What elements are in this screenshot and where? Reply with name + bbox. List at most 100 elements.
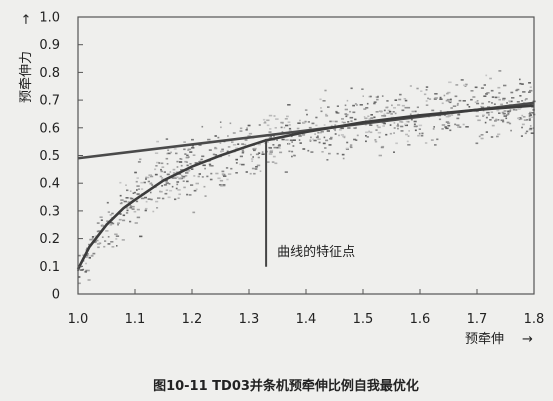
scatter-point	[144, 196, 147, 199]
scatter-point	[378, 154, 382, 157]
scatter-point	[508, 122, 512, 125]
scatter-point	[496, 109, 500, 112]
scatter-point	[243, 143, 247, 146]
scatter-point	[369, 95, 372, 98]
scatter-point	[318, 141, 321, 144]
y-axis-label: 预牵伸力	[19, 51, 34, 103]
scatter-point	[154, 168, 157, 171]
scatter-point	[266, 119, 270, 122]
scatter-point	[365, 107, 369, 109]
scatter-point	[378, 110, 383, 112]
scatter-point	[87, 255, 90, 257]
scatter-point	[275, 118, 279, 120]
scatter-point	[144, 207, 148, 210]
scatter-point	[447, 91, 451, 94]
scatter-point	[283, 126, 286, 129]
scatter-point	[285, 139, 289, 141]
scatter-point	[378, 136, 381, 138]
scatter-point	[256, 164, 261, 167]
scatter-point	[395, 142, 398, 145]
scatter-point	[117, 223, 119, 226]
scatter-point	[91, 236, 95, 238]
scatter-point	[441, 102, 444, 105]
scatter-point	[485, 116, 488, 119]
scatter-point	[486, 111, 490, 114]
scatter-point	[149, 174, 152, 177]
scatter-point	[394, 99, 398, 101]
scatter-point	[169, 171, 172, 173]
scatter-point	[168, 183, 171, 185]
scatter-point	[449, 98, 452, 101]
scatter-point	[463, 84, 467, 87]
scatter-point	[92, 252, 96, 255]
scatter-point	[184, 153, 187, 155]
scatter-point	[167, 152, 171, 155]
scatter-point	[269, 128, 272, 130]
scatter-point	[269, 149, 274, 152]
scatter-point	[244, 139, 248, 141]
scatter-point	[500, 103, 503, 106]
scatter-point	[335, 111, 338, 114]
scatter-point	[125, 197, 129, 199]
scatter-point	[350, 120, 353, 122]
scatter-point	[423, 93, 427, 96]
scatter-point	[210, 165, 214, 167]
scatter-point	[134, 191, 136, 194]
scatter-point	[281, 138, 285, 141]
scatter-point	[190, 184, 194, 186]
scatter-point	[251, 167, 255, 170]
scatter-point	[100, 219, 103, 221]
scatter-point	[496, 135, 499, 138]
scatter-point	[338, 129, 342, 131]
scatter-point	[78, 282, 81, 285]
scatter-point	[78, 268, 81, 271]
scatter-point	[330, 124, 333, 127]
scatter-point	[149, 175, 154, 178]
scatter-point	[299, 119, 301, 122]
scatter-point	[445, 127, 449, 130]
scatter-point	[221, 173, 225, 175]
scatter-point	[116, 245, 118, 247]
scatter-point	[320, 130, 324, 133]
scatter-point	[368, 118, 372, 120]
scatter-point	[324, 89, 327, 92]
scatter-point	[150, 198, 153, 201]
scatter-point	[239, 155, 243, 158]
scatter-point	[393, 122, 396, 124]
scatter-point	[207, 138, 211, 141]
scatter-point	[192, 211, 196, 214]
scatter-point	[134, 171, 137, 174]
scatter-point	[186, 193, 189, 196]
scatter-point	[193, 189, 197, 192]
scatter-point	[416, 87, 419, 90]
scatter-point	[135, 180, 138, 183]
scatter-point	[156, 207, 159, 209]
scatter-point	[396, 125, 400, 127]
scatter-point	[154, 173, 158, 176]
scatter-point	[183, 186, 186, 189]
scatter-point	[235, 158, 238, 161]
scatter-point	[298, 139, 301, 141]
scatter-point	[257, 143, 261, 146]
scatter-point	[169, 189, 173, 192]
scatter-point	[354, 118, 357, 121]
scatter-point	[223, 175, 227, 177]
scatter-point	[235, 162, 238, 164]
scatter-point	[246, 127, 248, 129]
scatter-point	[420, 134, 424, 137]
scatter-point	[448, 81, 452, 84]
scatter-point	[129, 220, 132, 223]
scatter-point	[178, 161, 183, 163]
scatter-point	[298, 134, 301, 137]
scatter-point	[105, 230, 109, 232]
scatter-point	[383, 122, 386, 125]
scatter-point	[399, 121, 403, 123]
scatter-point	[365, 140, 367, 143]
scatter-point	[163, 171, 166, 173]
scatter-point	[131, 205, 135, 208]
scatter-point	[519, 118, 523, 120]
scatter-point	[413, 123, 416, 126]
scatter-point	[445, 99, 449, 102]
scatter-point	[114, 233, 118, 236]
